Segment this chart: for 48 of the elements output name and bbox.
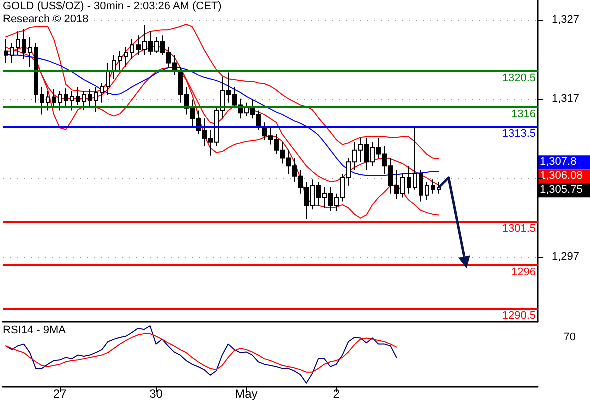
candlestick — [16, 31, 20, 56]
chart-title: GOLD (US$/OZ) - 30min - 2:03:26 AM (CET) — [3, 0, 222, 12]
x-tick-label: 27 — [53, 387, 68, 400]
text: 1,305.75 — [540, 184, 583, 196]
candlestick — [58, 90, 62, 112]
text: Research © 2018 — [3, 14, 89, 26]
ref-line-label: 1316 — [512, 108, 536, 120]
candlestick — [88, 88, 92, 109]
chart-title: RSI14 - 9MA — [3, 324, 67, 336]
candlestick — [46, 90, 50, 112]
candlestick — [28, 36, 32, 68]
candlestick — [106, 62, 110, 96]
candlestick — [413, 128, 417, 190]
text: 1,306.08 — [540, 170, 583, 182]
ref-line-label: 1301.5 — [502, 223, 536, 236]
candlestick — [124, 46, 128, 68]
candlestick — [70, 90, 74, 112]
candlestick — [40, 86, 44, 116]
x-tick-label: 30 — [150, 387, 164, 400]
y-tick-label: 1,297 — [552, 251, 580, 264]
candlestick — [112, 54, 116, 80]
candlestick — [425, 181, 429, 201]
candlestick — [76, 86, 80, 106]
candlestick — [10, 43, 14, 64]
candlestick — [34, 43, 38, 104]
candlestick — [82, 90, 86, 110]
candlestick — [407, 166, 411, 194]
candlestick — [94, 86, 98, 113]
candlestick — [100, 82, 104, 104]
candlestick — [431, 179, 435, 194]
candlestick — [419, 170, 423, 202]
candlestick — [4, 39, 8, 64]
y-tick-label: 1,317 — [552, 92, 580, 105]
text: 1,307.8 — [540, 156, 577, 168]
candlestick — [22, 28, 26, 60]
y-tick-label: 1,327 — [552, 14, 580, 26]
candlestick — [118, 50, 122, 72]
ref-line-label: 1296 — [512, 266, 536, 279]
candlestick — [64, 88, 68, 108]
line-series — [6, 46, 440, 219]
candlestick — [52, 88, 56, 109]
ref-line-label: 1320.5 — [502, 72, 536, 85]
line-series — [6, 24, 440, 160]
candlestick — [437, 181, 441, 194]
candlestick — [130, 39, 134, 60]
text: 70 — [564, 332, 576, 344]
ref-line-label: 1290.5 — [502, 310, 536, 322]
ref-line-label: 1313.5 — [502, 128, 536, 140]
